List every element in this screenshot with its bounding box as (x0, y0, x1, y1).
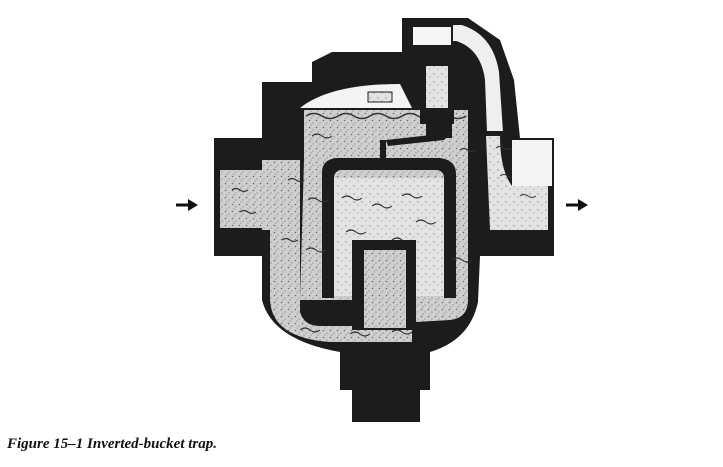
water-ripples (231, 133, 477, 337)
inlet-riser-tube (352, 240, 416, 330)
valve-lever (380, 124, 452, 162)
outlet-passage (411, 23, 552, 230)
inlet-arrow-icon (176, 199, 198, 211)
outlet-arrow-icon (566, 199, 588, 211)
inverted-bucket-trap-diagram (176, 18, 588, 422)
inlet-channel (262, 160, 412, 342)
figure-caption: Figure 15–1 Inverted-bucket trap. (7, 436, 217, 452)
vent-fitting (367, 91, 393, 103)
discharge-valve (420, 60, 454, 126)
